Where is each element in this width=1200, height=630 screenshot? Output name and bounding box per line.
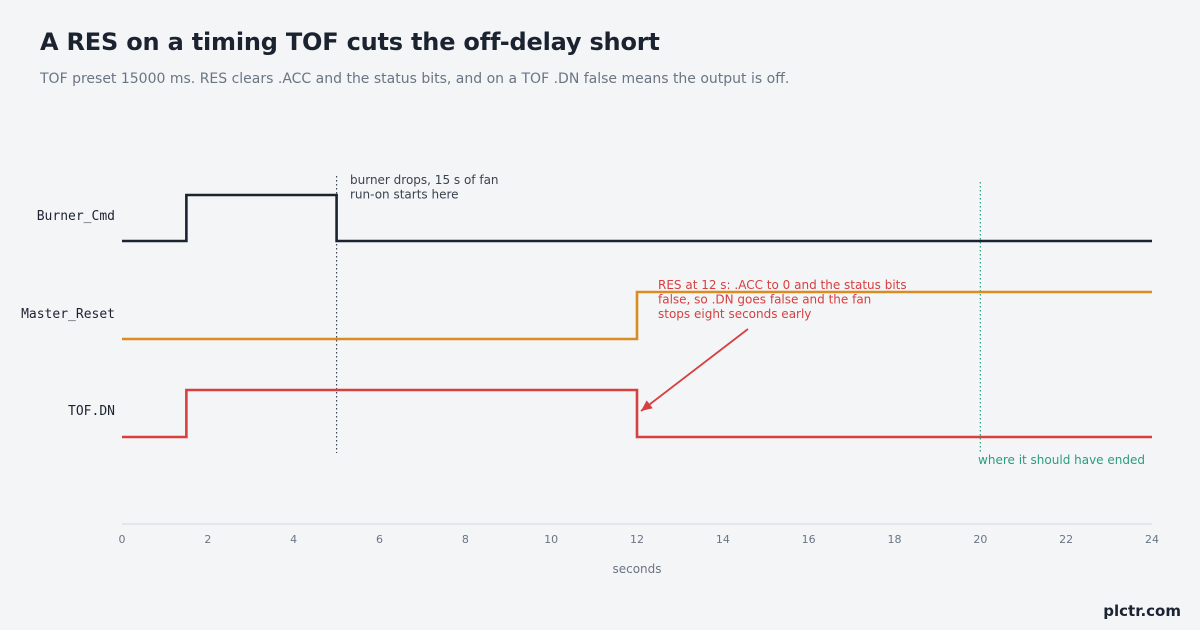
x-tick-label: 20 (973, 533, 987, 546)
annotation-reset: RES at 12 s: .ACC to 0 and the status bi… (658, 278, 907, 321)
annotation-line: RES at 12 s: .ACC to 0 and the status bi… (658, 278, 907, 292)
signal-traces (122, 193, 1152, 439)
x-tick-label: 14 (716, 533, 730, 546)
signal-label: Burner_Cmd (37, 209, 115, 224)
annotation-arrow (640, 328, 749, 412)
x-tick-label: 24 (1145, 533, 1159, 546)
x-tick-label: 16 (802, 533, 816, 546)
trace-burner-cmd (122, 193, 1152, 243)
x-tick-label: 2 (204, 533, 211, 546)
x-tick-label: 18 (888, 533, 902, 546)
trace-tof-dn (122, 388, 1152, 439)
x-tick-label: 12 (630, 533, 644, 546)
annotation-line: where it should have ended (978, 453, 1145, 467)
annotation-line: burner drops, 15 s of fan (350, 173, 499, 187)
signal-labels: Burner_Cmd Master_Reset TOF.DN (21, 209, 115, 419)
signal-label: TOF.DN (68, 404, 115, 419)
trace-master-reset (122, 290, 1152, 341)
annotation-line: run-on starts here (350, 188, 459, 202)
x-axis-title: seconds (612, 562, 661, 576)
x-tick-label: 6 (376, 533, 383, 546)
x-tick-label: 4 (290, 533, 297, 546)
signal-label: Master_Reset (21, 307, 115, 322)
x-tick-label: 0 (119, 533, 126, 546)
chart-subtitle: TOF preset 15000 ms. RES clears .ACC and… (40, 71, 790, 87)
brand-logo: plctr.com (1103, 602, 1181, 620)
chart-title: A RES on a timing TOF cuts the off-delay… (40, 28, 660, 56)
annotation-burner-drops: burner drops, 15 s of fan run-on starts h… (350, 173, 499, 202)
x-tick-label: 22 (1059, 533, 1073, 546)
annotation-line: stops eight seconds early (658, 307, 811, 321)
guide-lines (335, 176, 981, 453)
annotations: burner drops, 15 s of fan run-on starts h… (350, 173, 1145, 467)
x-tick-label: 10 (544, 533, 558, 546)
annotation-line: false, so .DN goes false and the fan (658, 293, 871, 307)
arrow-head (641, 400, 653, 411)
annotation-should-have-ended: where it should have ended (978, 453, 1145, 467)
x-tick-label: 8 (462, 533, 469, 546)
